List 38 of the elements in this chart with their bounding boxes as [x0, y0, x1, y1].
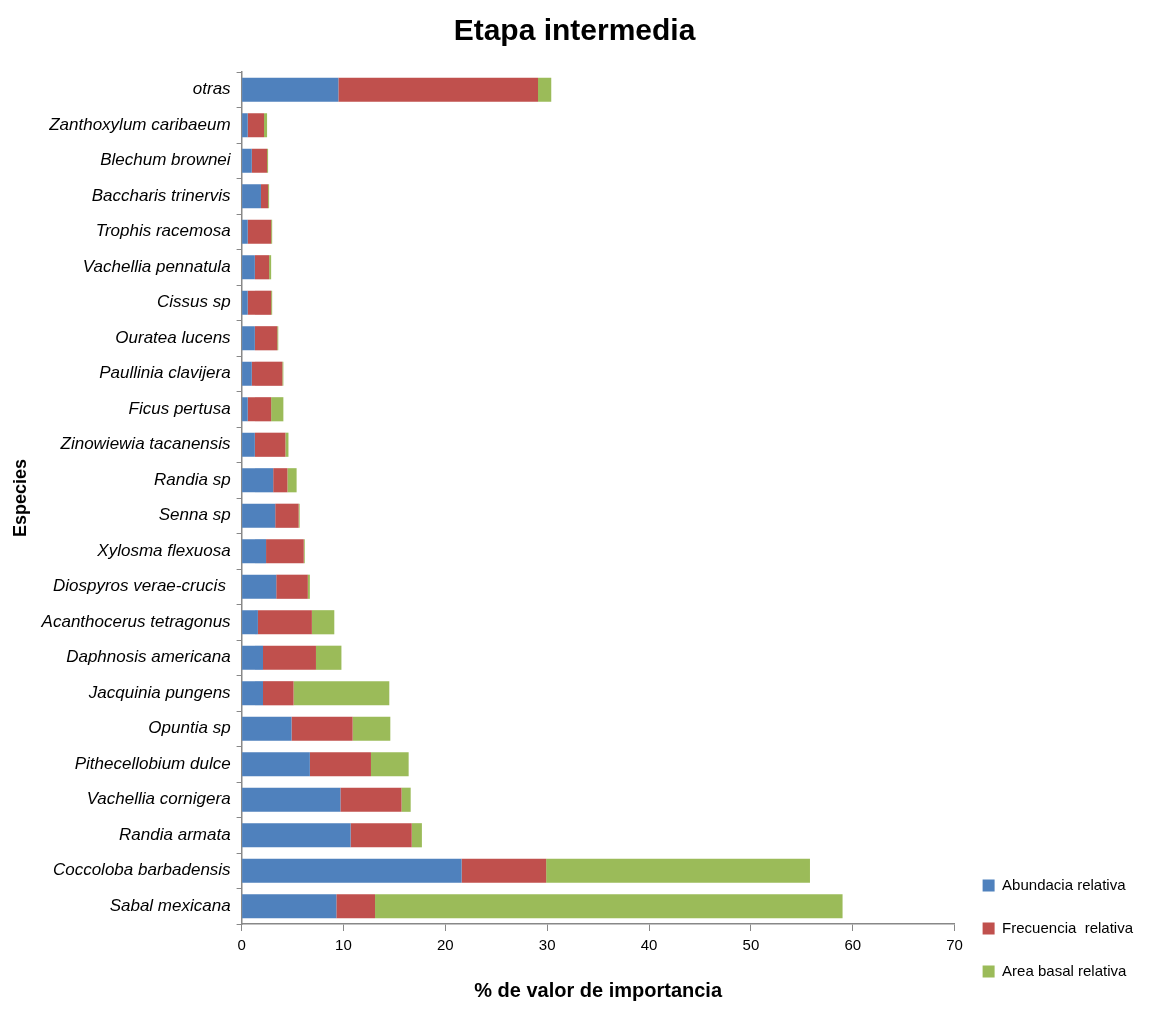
y-tick-label: Vachellia pennatula [82, 256, 231, 276]
y-tick-label: Pithecellobium dulce [74, 753, 231, 773]
y-tick-label: Sabal mexicana [109, 895, 231, 915]
x-axis-title: % de valor de importancia [474, 978, 723, 1001]
y-tick-label: Blechum brownei [100, 150, 232, 170]
y-tick-label: Zinowiewia tacanensis [59, 434, 232, 454]
x-tick-label: 10 [335, 936, 352, 954]
y-tick-label: Zanthoxylum caribaeum [48, 114, 231, 134]
y-tick-label: Paullinia clavijera [99, 363, 231, 383]
x-tick-label: 0 [237, 936, 246, 954]
x-tick-label: 60 [844, 936, 862, 954]
y-tick-label: Vachellia cornigera [86, 789, 231, 809]
y-tick-label: Diospyros verae-crucis [53, 576, 231, 596]
y-tick-label: Ouratea lucens [115, 327, 232, 347]
y-tick-label: Baccharis trinervis [91, 185, 232, 205]
legend-label: Abundacia relativa [1002, 875, 1127, 893]
y-tick-label: Coccoloba barbadensis [52, 860, 232, 880]
y-tick-label: Randia armata [119, 824, 231, 844]
y-tick-label: Acanthocerus tetragonus [40, 611, 232, 631]
x-tick-label: 70 [946, 936, 963, 954]
y-tick-label: Jacquinia pungens [87, 682, 232, 702]
y-tick-label: Ficus pertusa [128, 398, 231, 418]
x-tick-label: 20 [436, 936, 454, 954]
x-tick-label: 50 [742, 936, 760, 954]
y-tick-label: otras [192, 79, 232, 99]
y-tick-label: Trophis racemosa [95, 221, 231, 241]
x-tick-label: 40 [640, 936, 658, 954]
x-tick-label: 30 [538, 936, 556, 954]
y-tick-label: Opuntia sp [148, 718, 231, 738]
legend-label: Area basal relativa [1002, 961, 1127, 979]
y-tick-label: Randia sp [154, 469, 231, 489]
y-axis-title: Especies [9, 458, 30, 538]
y-tick-label: Cissus sp [156, 292, 231, 312]
y-tick-label: Xylosma flexuosa [96, 540, 231, 560]
legend-label: Frecuencia relativa [1002, 918, 1134, 936]
chart-title: Etapa intermedia [453, 13, 696, 47]
y-tick-label: Daphnosis americana [66, 647, 231, 667]
y-tick-label: Senna sp [158, 505, 231, 525]
